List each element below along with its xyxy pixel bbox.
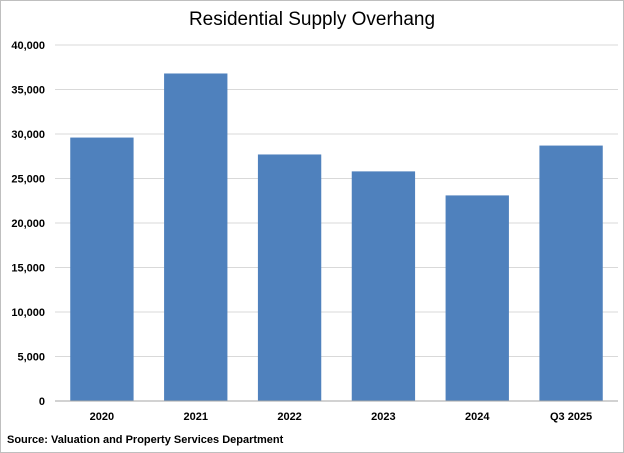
bar [257,154,322,401]
x-tick-label: 2023 [371,411,395,423]
x-axis-ticks: 2020 2021 2022 2023 2024 Q3 2025 [90,411,593,423]
x-tick-label: 2021 [184,411,208,423]
bar [445,195,509,401]
bar [164,73,228,401]
x-tick-label: 2024 [465,411,490,423]
bar [539,145,603,401]
y-tick-label: 10,000 [11,307,45,319]
y-tick-label: 5,000 [17,352,45,364]
y-tick-label: 30,000 [11,129,45,141]
y-tick-label: 25,000 [11,174,45,186]
chart-title: Residential Supply Overhang [188,9,436,30]
y-tick-label: 40,000 [11,40,45,52]
y-tick-label: 35,000 [11,85,45,97]
source-note: Source: Valuation and Property Services … [7,434,284,446]
y-tick-label: 15,000 [11,263,45,275]
y-axis-ticks: 0 5,000 10,000 15,000 20,000 25,000 30,000 35,0… [11,40,45,408]
gridlines [55,44,618,357]
bar [351,171,416,401]
bar [70,137,134,401]
bars [70,73,603,401]
x-tick-label: Q3 2025 [550,411,592,423]
y-tick-label: 20,000 [11,218,45,230]
x-tick-label: 2022 [277,411,301,423]
y-tick-label: 0 [39,396,45,408]
x-tick-label: 2020 [90,411,114,423]
